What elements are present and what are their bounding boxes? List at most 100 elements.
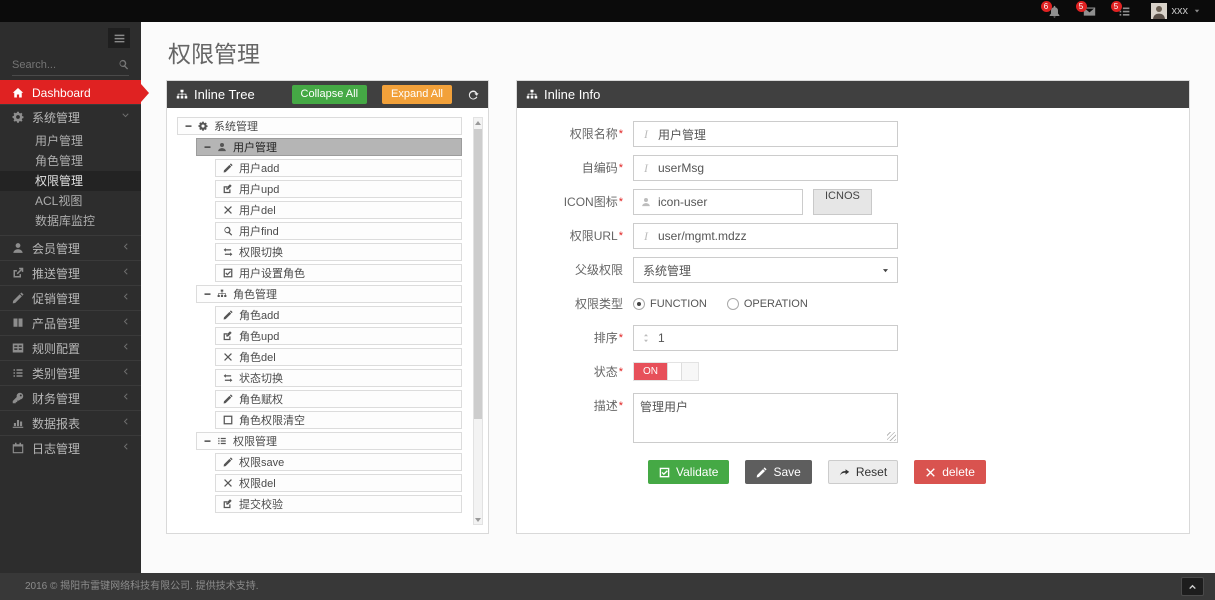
parent-perm-select[interactable]: 系统管理	[633, 257, 898, 283]
reset-button[interactable]: Reset	[827, 460, 899, 484]
field-label: 状态*	[593, 365, 623, 379]
tree-node[interactable]: 用户设置角色	[215, 264, 462, 282]
description-textarea[interactable]: 管理用户	[633, 393, 898, 443]
tree-node[interactable]: 角色upd	[215, 327, 462, 345]
collapse-icon[interactable]: −	[185, 119, 193, 133]
scroll-to-top-button[interactable]	[1181, 577, 1204, 596]
tree-node[interactable]: 权限切换	[215, 243, 462, 261]
tree-node[interactable]: 角色add	[215, 306, 462, 324]
tree-node[interactable]: 角色权限清空	[215, 411, 462, 429]
sidebar-item-push-mgmt[interactable]: 推送管理	[0, 260, 141, 285]
collapse-all-button[interactable]: Collapse All	[291, 84, 368, 105]
required-marker: *	[618, 128, 623, 140]
submenu-item[interactable]: 角色管理	[35, 154, 84, 168]
tree-node[interactable]: 权限save	[215, 453, 462, 471]
sidebar-item-log-mgmt[interactable]: 日志管理	[0, 435, 141, 460]
sidebar-item-promo-mgmt[interactable]: 促销管理	[0, 285, 141, 310]
scroll-up-icon[interactable]	[474, 118, 482, 127]
tree-node[interactable]: − 角色管理	[196, 285, 462, 303]
tree-node[interactable]: 状态切换	[215, 369, 462, 387]
scrollbar-thumb[interactable]	[474, 129, 482, 419]
tree-node[interactable]: 用户add	[215, 159, 462, 177]
required-marker: *	[618, 230, 623, 242]
tree-node[interactable]: − 用户管理	[196, 138, 462, 156]
tree-node[interactable]: 用户upd	[215, 180, 462, 198]
delete-button[interactable]: delete	[914, 460, 986, 484]
chevron-up-icon	[1187, 581, 1198, 592]
radio-button[interactable]	[726, 298, 739, 310]
radio-option[interactable]: FUNCTION	[633, 298, 707, 310]
messages-button[interactable]: 5	[1075, 0, 1096, 18]
tree-node[interactable]: 用户del	[215, 201, 462, 219]
validate-button[interactable]: Validate	[648, 460, 730, 484]
search-input[interactable]	[12, 58, 118, 71]
sidebar-item-product-mgmt[interactable]: 产品管理	[0, 310, 141, 335]
panels-row: Inline Tree Collapse All Expand All − 系统管…	[141, 80, 1215, 534]
chevron-left-icon	[121, 392, 130, 404]
submenu-item[interactable]: ACL视图	[35, 194, 83, 208]
sidebar-item-label: 推送管理	[32, 266, 81, 281]
radio-label: FUNCTION	[650, 298, 707, 310]
user-menu[interactable]: xxx	[1150, 3, 1202, 19]
sidebar-item-member-mgmt[interactable]: 会员管理	[0, 235, 141, 260]
sidebar-item-label: 类别管理	[32, 366, 81, 381]
toggle-knob[interactable]	[667, 363, 682, 380]
page-title: 权限管理	[168, 41, 260, 67]
collapse-icon[interactable]: −	[204, 434, 212, 448]
expand-all-button[interactable]: Expand All	[382, 84, 452, 105]
tree-node[interactable]: 角色del	[215, 348, 462, 366]
tree-node-label: 用户设置角色	[239, 268, 305, 280]
sidebar-item-finance-mgmt[interactable]: 财务管理	[0, 385, 141, 410]
collapse-icon[interactable]: −	[204, 140, 212, 154]
perm-name-input[interactable]: I 用户管理	[633, 121, 898, 147]
button-label: Save	[773, 465, 801, 479]
tree-node[interactable]: 用户find	[215, 222, 462, 240]
tree-node[interactable]: − 权限管理	[196, 432, 462, 450]
submenu-item[interactable]: 权限管理	[0, 171, 141, 191]
collapse-icon[interactable]: −	[204, 287, 212, 301]
radio-option[interactable]: OPERATION	[726, 298, 808, 310]
sidebar-item-system-mgmt[interactable]: 系统管理	[0, 104, 141, 129]
sidebar-toggle-button[interactable]	[108, 28, 130, 48]
sidebar-item-data-report[interactable]: 数据报表	[0, 410, 141, 435]
tree-node[interactable]: 权限del	[215, 474, 462, 492]
sidebar-item-label: 规则配置	[32, 341, 81, 356]
envelope-icon	[1083, 5, 1096, 18]
tree-node-label: 状态切换	[239, 373, 283, 385]
radio-button[interactable]	[633, 298, 645, 310]
search-icon[interactable]	[118, 59, 129, 70]
form-row-perm-name: 权限名称* I 用户管理	[517, 121, 1189, 147]
tasks-button[interactable]: 5	[1110, 0, 1131, 18]
tree-node[interactable]: 提交校验	[215, 495, 462, 513]
status-toggle[interactable]: ON	[633, 362, 699, 381]
submenu-item[interactable]: 数据库监控	[35, 214, 96, 228]
notifications-button[interactable]: 6	[1040, 0, 1061, 18]
check-square-icon	[223, 268, 233, 278]
icon-input[interactable]: icon-user	[633, 189, 803, 215]
field-value: icon-user	[658, 195, 708, 209]
tree-scrollbar[interactable]	[473, 117, 483, 525]
icnos-button[interactable]: ICNOS	[813, 189, 872, 215]
scroll-down-icon[interactable]	[474, 515, 482, 524]
sidebar-item-category-mgmt[interactable]: 类别管理	[0, 360, 141, 385]
sidebar-item-rule-config[interactable]: 规则配置	[0, 335, 141, 360]
submenu-item[interactable]: 用户管理	[35, 134, 84, 148]
tree-node[interactable]: − 系统管理	[177, 117, 462, 135]
list-icon	[217, 436, 227, 446]
tree-node-label: 用户管理	[233, 142, 278, 154]
form-row-sort: 排序* 1	[517, 325, 1189, 351]
pencil-icon	[11, 292, 24, 304]
tree-node[interactable]: 角色赋权	[215, 390, 462, 408]
sort-input[interactable]: 1	[633, 325, 898, 351]
edit-icon	[223, 331, 233, 341]
save-button[interactable]: Save	[745, 460, 812, 484]
list-icon	[11, 367, 24, 379]
chevron-down-icon	[121, 111, 130, 123]
sidebar-item-dashboard[interactable]: Dashboard	[0, 80, 149, 104]
refresh-icon[interactable]	[467, 89, 479, 101]
